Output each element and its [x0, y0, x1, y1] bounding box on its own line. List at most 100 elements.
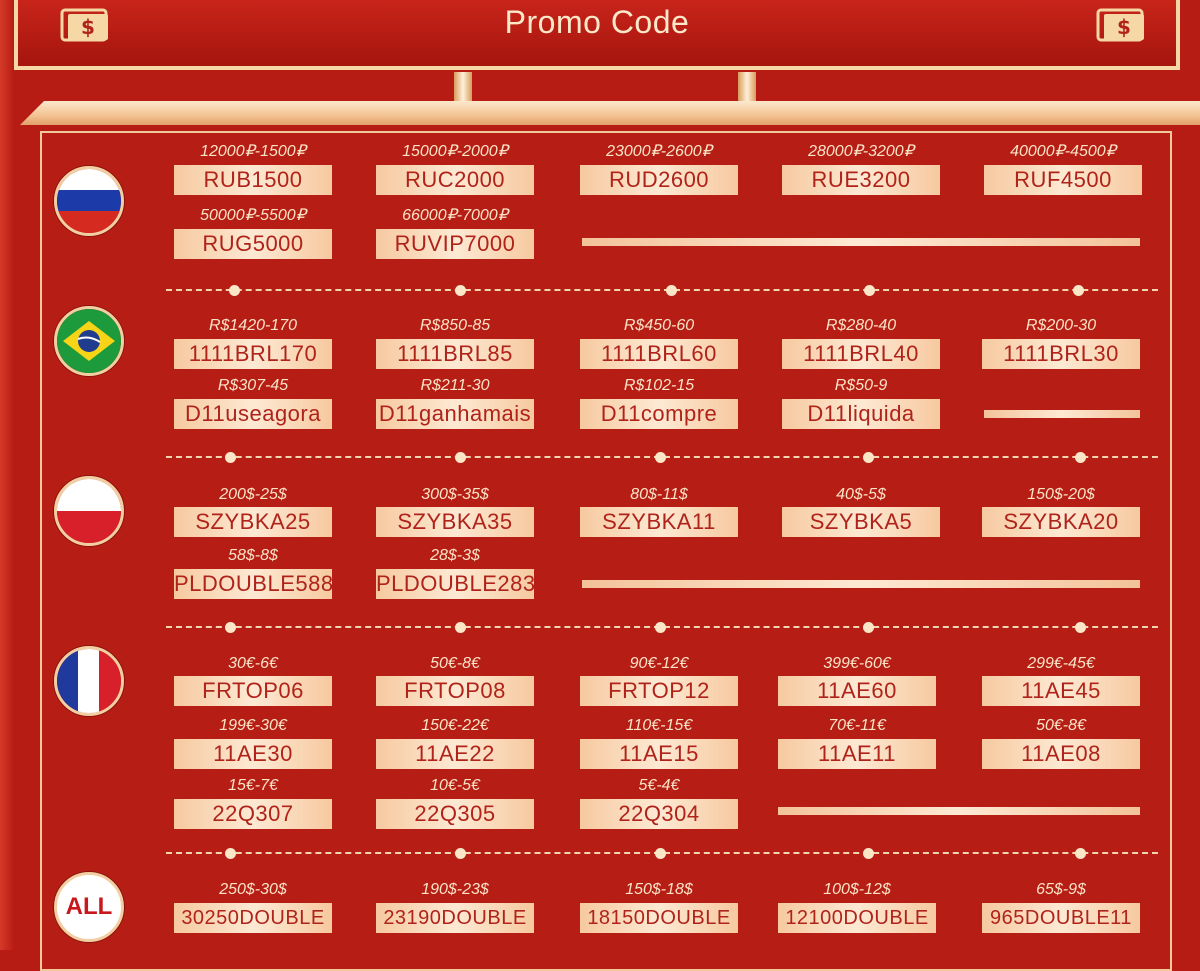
promo-code[interactable]: 11AE08	[982, 739, 1140, 769]
code-amount: 299€-45€	[1027, 655, 1095, 672]
code-amount: 30€-6€	[228, 655, 278, 672]
promo-code[interactable]: FRTOP06	[174, 676, 332, 706]
code-amount: 5€-4€	[638, 777, 680, 794]
promo-code[interactable]: 11AE60	[778, 676, 936, 706]
promo-code[interactable]: 12100DOUBLE	[778, 903, 936, 933]
divider-dot	[225, 452, 236, 463]
promo-code[interactable]: RUB1500	[174, 165, 332, 195]
promo-code[interactable]: 22Q307	[174, 799, 332, 829]
code-amount: 50000₽-5500₽	[200, 207, 306, 224]
promo-code[interactable]: RUG5000	[174, 229, 332, 259]
code-amount: 199€-30€	[219, 717, 287, 734]
code-amount: 150$-18$	[625, 881, 693, 898]
divider-dot	[864, 285, 875, 296]
promo-panel	[40, 131, 1172, 971]
promo-code[interactable]: 11AE30	[174, 739, 332, 769]
promo-code[interactable]: SZYBKA11	[580, 507, 738, 537]
promo-code[interactable]: D11useagora	[174, 399, 332, 429]
promo-code[interactable]: RUE3200	[782, 165, 940, 195]
divider-dot	[1075, 452, 1086, 463]
code-amount: R$102-15	[623, 377, 695, 394]
promo-code[interactable]: 22Q305	[376, 799, 534, 829]
promo-code[interactable]: FRTOP08	[376, 676, 534, 706]
divider-dot	[455, 285, 466, 296]
promo-code[interactable]: RUVIP7000	[376, 229, 534, 259]
code-amount: 100$-12$	[823, 881, 891, 898]
divider-dot	[455, 848, 466, 859]
svg-text:$: $	[1117, 15, 1131, 39]
code-amount: 65$-9$	[1036, 881, 1086, 898]
code-amount: 110€-15€	[625, 717, 693, 734]
filler-bar	[984, 410, 1140, 418]
all-regions-icon: ALL	[54, 872, 124, 942]
code-amount: 250$-30$	[219, 881, 287, 898]
divider-dot	[655, 622, 666, 633]
code-amount: R$450-60	[623, 317, 695, 334]
promo-code[interactable]: SZYBKA35	[376, 507, 534, 537]
code-amount: R$50-9	[834, 377, 888, 394]
brazil-flag-icon	[54, 306, 124, 376]
filler-bar	[582, 580, 1140, 588]
promo-code[interactable]: 1111BRL60	[580, 339, 738, 369]
code-amount: 15€-7€	[228, 777, 278, 794]
code-amount: 58$-8$	[228, 547, 278, 564]
divider-dot	[1075, 622, 1086, 633]
filler-bar	[778, 807, 1140, 815]
svg-text:$: $	[81, 15, 95, 39]
promo-code[interactable]: SZYBKA20	[982, 507, 1140, 537]
code-amount: R$211-30	[420, 377, 490, 394]
promo-code[interactable]: 1111BRL85	[376, 339, 534, 369]
promo-code[interactable]: 18150DOUBLE	[580, 903, 738, 933]
promo-code[interactable]: 11AE11	[778, 739, 936, 769]
promo-code[interactable]: RUC2000	[376, 165, 534, 195]
promo-code[interactable]: D11ganhamais	[376, 399, 534, 429]
promo-code[interactable]: 22Q304	[580, 799, 738, 829]
promo-code[interactable]: FRTOP12	[580, 676, 738, 706]
code-amount: 28000₽-3200₽	[808, 143, 914, 160]
promo-code[interactable]: SZYBKA5	[782, 507, 940, 537]
promo-code[interactable]: PLDOUBLE283	[376, 569, 534, 599]
promo-code[interactable]: 1111BRL40	[782, 339, 940, 369]
code-amount: 200$-25$	[219, 486, 287, 503]
code-amount: 150$-20$	[1027, 486, 1095, 503]
promo-header: $ Promo Code $	[14, 0, 1180, 70]
code-amount: 190$-23$	[421, 881, 489, 898]
promo-code[interactable]: 965DOUBLE11	[982, 903, 1140, 933]
promo-code[interactable]: PLDOUBLE588	[174, 569, 332, 599]
header-pillar	[454, 72, 472, 104]
header-pillar	[738, 72, 756, 104]
code-amount: 150€-22€	[421, 717, 489, 734]
divider-dot	[863, 452, 874, 463]
promo-code[interactable]: D11compre	[580, 399, 738, 429]
divider-dot	[863, 622, 874, 633]
promo-code[interactable]: 23190DOUBLE	[376, 903, 534, 933]
coupon-icon: $	[60, 8, 108, 42]
all-label: ALL	[65, 893, 113, 920]
code-amount: 50€-8€	[430, 655, 480, 672]
promo-code[interactable]: 11AE45	[982, 676, 1140, 706]
code-amount: 50€-8€	[1036, 717, 1086, 734]
promo-code[interactable]: 11AE22	[376, 739, 534, 769]
promo-code[interactable]: RUD2600	[580, 165, 738, 195]
promo-code[interactable]: 11AE15	[580, 739, 738, 769]
poland-flag-icon	[54, 476, 124, 546]
code-amount: R$307-45	[217, 377, 289, 394]
promo-code[interactable]: 1111BRL30	[982, 339, 1140, 369]
divider-dot	[455, 622, 466, 633]
france-flag-icon	[54, 646, 124, 716]
code-amount: 300$-35$	[421, 486, 489, 503]
promo-code[interactable]: RUF4500	[984, 165, 1142, 195]
promo-code[interactable]: 30250DOUBLE	[174, 903, 332, 933]
divider-dot	[229, 285, 240, 296]
promo-code[interactable]: 1111BRL170	[174, 339, 332, 369]
divider-dot	[455, 452, 466, 463]
code-amount: R$280-40	[825, 317, 897, 334]
code-amount: R$850-85	[419, 317, 491, 334]
divider-dot	[655, 848, 666, 859]
promo-code[interactable]: SZYBKA25	[174, 507, 332, 537]
code-amount: 15000₽-2000₽	[402, 143, 508, 160]
code-amount: 12000₽-1500₽	[200, 143, 306, 160]
code-amount: 40$-5$	[836, 486, 886, 503]
promo-code[interactable]: D11liquida	[782, 399, 940, 429]
divider-dot	[655, 452, 666, 463]
